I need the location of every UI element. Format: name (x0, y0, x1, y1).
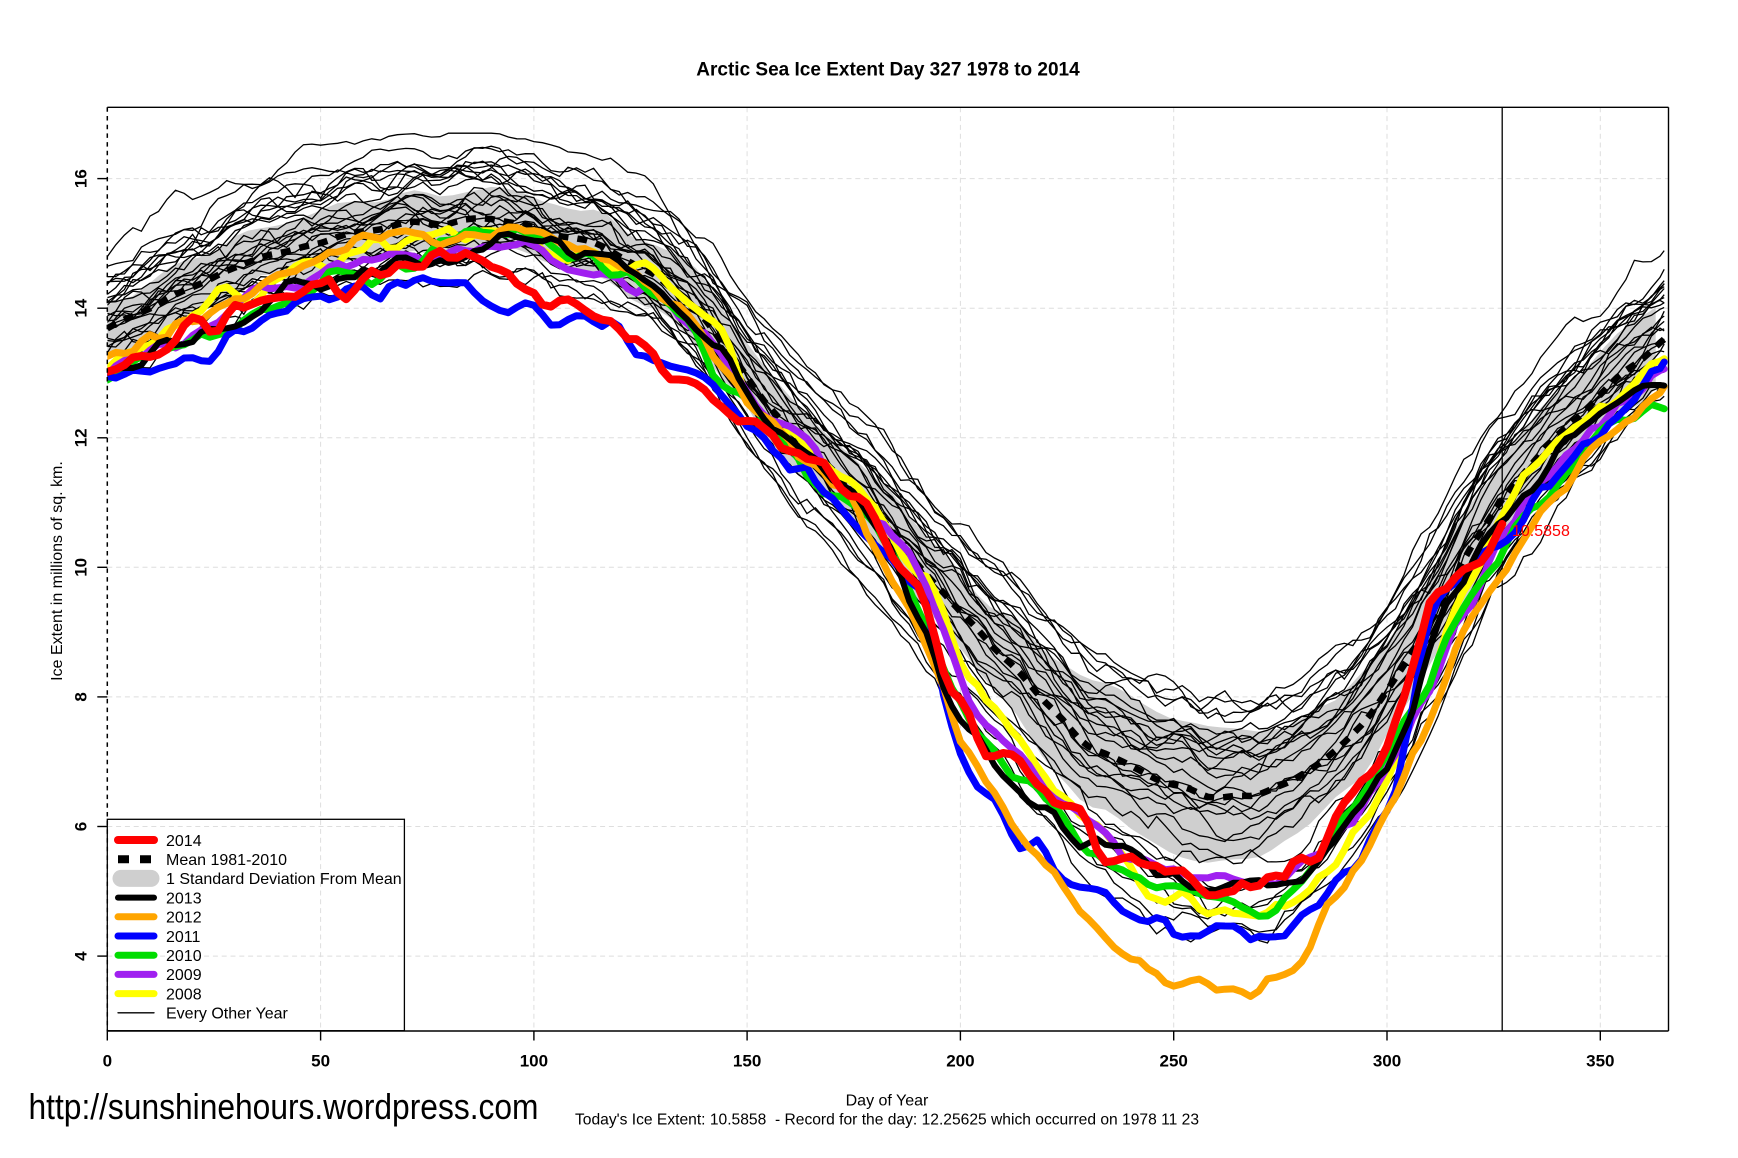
svg-text:100: 100 (520, 1052, 548, 1071)
svg-text:0: 0 (103, 1052, 112, 1071)
svg-text:10: 10 (72, 558, 91, 577)
svg-text:Day of Year: Day of Year (846, 1093, 929, 1110)
svg-text:Every Other Year: Every Other Year (166, 1006, 289, 1023)
svg-text:350: 350 (1586, 1052, 1614, 1071)
svg-text:14: 14 (72, 298, 91, 317)
svg-text:2010: 2010 (166, 948, 202, 965)
svg-text:http://sunshinehours.wordpress: http://sunshinehours.wordpress.com (29, 1086, 539, 1127)
svg-text:Mean 1981-2010: Mean 1981-2010 (166, 852, 287, 869)
svg-text:10.5858: 10.5858 (1512, 523, 1570, 540)
svg-text:250: 250 (1160, 1052, 1188, 1071)
svg-text:300: 300 (1373, 1052, 1401, 1071)
svg-text:200: 200 (946, 1052, 974, 1071)
svg-text:2008: 2008 (166, 986, 202, 1003)
svg-text:8: 8 (72, 692, 91, 701)
svg-text:12: 12 (72, 428, 91, 447)
svg-text:Today's Ice Extent: 10.5858 -: Today's Ice Extent: 10.5858 - Record for… (575, 1112, 1199, 1129)
svg-text:150: 150 (733, 1052, 761, 1071)
svg-text:4: 4 (72, 951, 91, 961)
svg-text:1 Standard Deviation From Mean: 1 Standard Deviation From Mean (166, 871, 402, 888)
svg-text:2013: 2013 (166, 890, 202, 907)
svg-text:2014: 2014 (166, 833, 202, 850)
svg-text:Arctic Sea Ice Extent Day 327: Arctic Sea Ice Extent Day 327 1978 to 20… (696, 60, 1080, 81)
svg-text:2009: 2009 (166, 967, 202, 984)
svg-text:16: 16 (72, 169, 91, 188)
svg-text:2012: 2012 (166, 910, 202, 927)
svg-text:50: 50 (311, 1052, 330, 1071)
svg-text:6: 6 (72, 822, 91, 831)
svg-text:2011: 2011 (166, 929, 201, 946)
svg-text:Ice Extent in millions of sq.: Ice Extent in millions of sq. km. (49, 461, 66, 681)
